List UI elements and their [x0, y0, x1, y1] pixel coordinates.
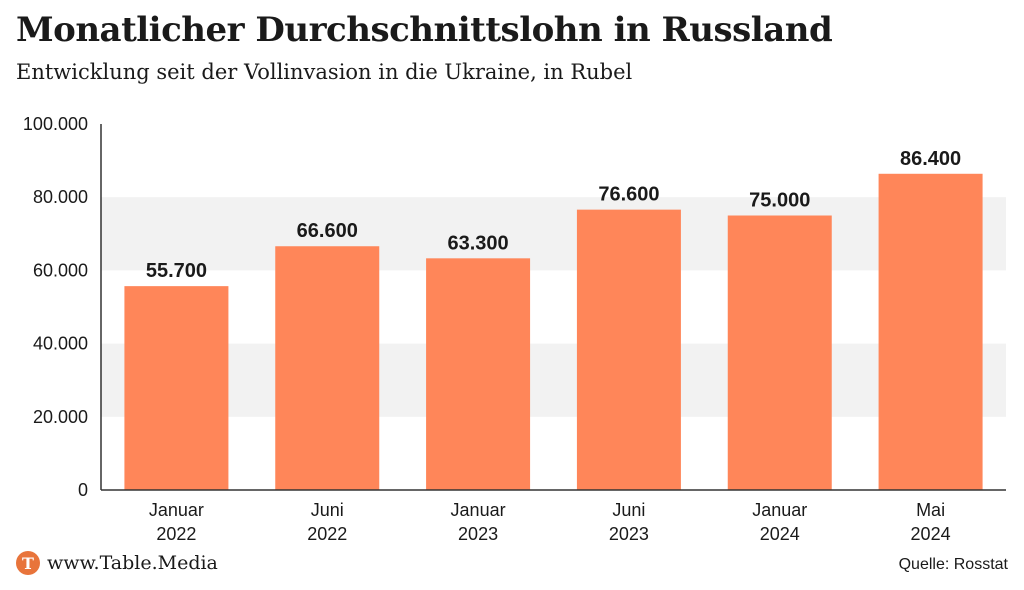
- chart-subtitle: Entwicklung seit der Vollinvasion in die…: [16, 60, 633, 84]
- table-media-logo-icon: T: [16, 551, 40, 575]
- y-tick-label: 40.000: [33, 334, 88, 354]
- bar-value-label: 55.700: [146, 260, 207, 282]
- bar-value-label: 66.600: [297, 220, 358, 242]
- x-tick-label: 2022: [307, 524, 347, 544]
- grid-band: [101, 197, 1006, 271]
- bar: [124, 286, 229, 490]
- bar-value-label: 86.400: [900, 148, 961, 170]
- grid-band: [101, 343, 1006, 417]
- x-tick-label: 2022: [156, 524, 196, 544]
- bar: [426, 258, 531, 490]
- x-tick-label: Januar: [752, 500, 807, 520]
- x-tick-label: 2024: [760, 524, 800, 544]
- bar: [727, 215, 832, 490]
- x-tick-label: Mai: [916, 500, 945, 520]
- y-tick-label: 0: [78, 480, 88, 500]
- bar-value-label: 76.600: [598, 184, 659, 206]
- y-tick-label: 20.000: [33, 407, 88, 427]
- x-tick-label: Juni: [612, 500, 645, 520]
- bar: [275, 246, 380, 490]
- y-tick-label: 60.000: [33, 260, 88, 280]
- brand-footer: T www.Table.Media: [16, 551, 218, 575]
- brand-text: www.Table.Media: [47, 552, 218, 574]
- x-tick-label: Januar: [451, 500, 506, 520]
- bar-value-label: 75.000: [749, 190, 810, 212]
- chart-title: Monatlicher Durchschnittslohn in Russlan…: [16, 10, 833, 50]
- source-note: Quelle: Rosstat: [898, 556, 1008, 573]
- bar: [576, 209, 681, 491]
- bar: [878, 173, 983, 490]
- x-tick-label: 2023: [458, 524, 498, 544]
- x-tick-label: Januar: [149, 500, 204, 520]
- y-tick-label: 100.000: [23, 114, 88, 134]
- y-tick-label: 80.000: [33, 187, 88, 207]
- bar-value-label: 63.300: [447, 232, 508, 254]
- x-tick-label: 2024: [911, 524, 951, 544]
- x-tick-label: Juni: [311, 500, 344, 520]
- x-tick-label: 2023: [609, 524, 649, 544]
